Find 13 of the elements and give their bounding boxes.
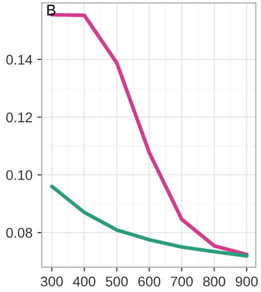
x-tick-label: 800 bbox=[203, 276, 226, 286]
x-tick-label: 400 bbox=[73, 276, 96, 286]
x-tick-label: 700 bbox=[170, 276, 193, 286]
y-tick-label: 0.10 bbox=[6, 170, 32, 180]
line-series bbox=[50, 184, 248, 258]
x-tick-label: 300 bbox=[40, 276, 63, 286]
y-tick-label: 0.08 bbox=[6, 228, 32, 238]
x-tick-label: 600 bbox=[138, 276, 160, 286]
x-tick-label: 900 bbox=[236, 276, 258, 286]
y-tick-label: 0.12 bbox=[6, 112, 32, 122]
y-tick-label: 0.14 bbox=[6, 54, 32, 65]
annotation: B bbox=[47, 4, 56, 16]
x-tick-label: 500 bbox=[106, 276, 128, 286]
